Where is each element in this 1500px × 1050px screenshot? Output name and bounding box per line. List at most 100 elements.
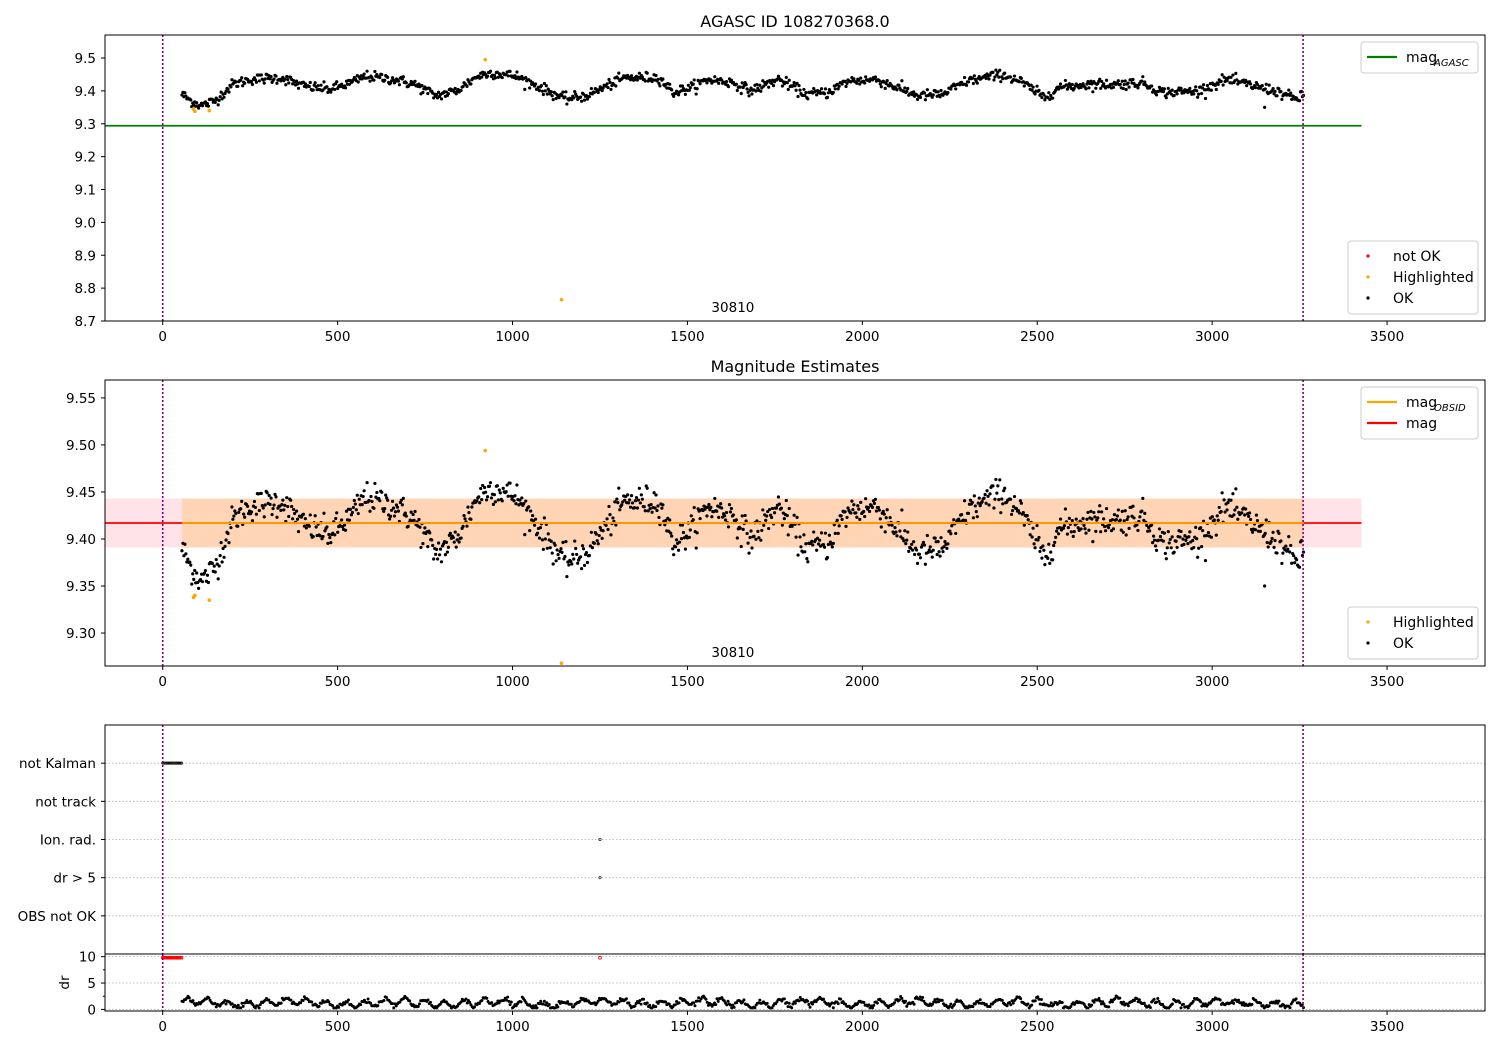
ok-point <box>432 557 436 561</box>
dr-ok-point <box>416 1004 420 1008</box>
ok-point <box>1288 550 1292 554</box>
ok-point <box>205 101 210 106</box>
ok-point <box>463 517 467 521</box>
ok-point <box>274 495 278 499</box>
ok-point <box>372 506 376 510</box>
ok-point <box>1126 81 1130 85</box>
ok-point <box>935 552 939 557</box>
ok-point <box>895 534 899 538</box>
ok-point <box>794 88 798 92</box>
ok-point <box>1195 89 1199 93</box>
ok-point <box>461 84 465 89</box>
ok-point <box>803 550 807 554</box>
ok-point <box>867 509 872 514</box>
ok-point <box>1235 505 1239 509</box>
dr-ok-point <box>459 1000 463 1004</box>
ok-point <box>200 104 205 108</box>
ok-point <box>1063 78 1068 83</box>
ok-point <box>579 567 584 571</box>
ok-point <box>745 87 749 91</box>
ok-point <box>1263 531 1267 535</box>
ok-point <box>1074 517 1078 521</box>
ok-point <box>1066 526 1070 530</box>
ok-point <box>365 480 369 485</box>
highlighted-point <box>193 109 197 114</box>
ok-point <box>1082 523 1086 527</box>
ok-point <box>254 512 258 516</box>
ok-point <box>1195 537 1199 541</box>
ok-point <box>589 530 593 534</box>
y-tick-label: 9.55 <box>66 391 96 407</box>
ok-point <box>1206 531 1211 535</box>
ok-point <box>884 516 888 520</box>
ok-point <box>1090 517 1094 521</box>
ok-point <box>570 562 574 566</box>
ok-point <box>1170 535 1174 539</box>
ok-point <box>1112 512 1117 517</box>
ok-point <box>354 508 358 512</box>
ok-point <box>1030 535 1034 539</box>
ok-point <box>1072 530 1076 534</box>
ok-point <box>911 548 915 552</box>
ok-point <box>513 494 517 498</box>
ok-point <box>1250 530 1255 534</box>
ok-point <box>596 90 600 95</box>
ok-point <box>314 525 318 529</box>
ok-point <box>890 523 894 527</box>
ok-point <box>769 81 774 85</box>
ok-point <box>734 82 738 86</box>
ok-point <box>679 89 684 93</box>
highlighted-point <box>559 661 564 665</box>
ok-point <box>1266 545 1270 549</box>
ok-point <box>804 542 808 546</box>
ok-point <box>421 90 425 95</box>
ok-point <box>1046 556 1050 560</box>
ok-point <box>548 546 552 550</box>
ok-point <box>445 550 449 554</box>
ok-point <box>992 506 996 510</box>
ok-point <box>995 491 999 495</box>
ok-point <box>1120 79 1124 83</box>
ok-point <box>1072 86 1076 90</box>
ok-point <box>766 509 770 514</box>
ok-point <box>748 535 752 540</box>
ok-point <box>1263 105 1267 109</box>
ok-point <box>845 81 849 85</box>
plot-area <box>105 448 1362 665</box>
dr-ok-point <box>1132 999 1136 1003</box>
ok-point <box>852 503 856 507</box>
ok-point <box>480 75 484 79</box>
ok-point <box>1098 77 1102 81</box>
ok-point <box>882 512 886 516</box>
ok-point <box>401 75 405 79</box>
dr-ok-point <box>785 1000 789 1004</box>
flag-point <box>170 761 174 765</box>
ok-point <box>1253 86 1258 90</box>
ok-point <box>1290 97 1294 101</box>
ok-point <box>1116 508 1120 512</box>
dr-ok-point <box>933 998 937 1002</box>
ok-point <box>866 505 871 510</box>
x-tick-label: 0 <box>158 329 167 345</box>
ok-point <box>661 503 665 507</box>
ok-point <box>987 77 991 81</box>
ok-point <box>844 524 848 528</box>
ok-point <box>1210 515 1214 519</box>
ok-point <box>839 514 843 518</box>
ok-point <box>541 547 545 551</box>
ok-point <box>925 533 929 538</box>
ok-point <box>492 73 497 78</box>
ok-point <box>637 486 641 490</box>
ok-point <box>825 95 830 99</box>
ok-point <box>506 494 510 498</box>
ok-point <box>1163 551 1167 556</box>
ok-point <box>1086 510 1090 515</box>
ok-point <box>573 539 577 543</box>
dr-ok-point <box>542 999 546 1003</box>
ok-point <box>776 74 781 78</box>
ok-point <box>347 518 352 522</box>
ok-point <box>654 493 658 497</box>
ok-point <box>790 524 794 528</box>
ok-point <box>1265 540 1269 545</box>
dr-ok-point <box>1161 1002 1165 1006</box>
